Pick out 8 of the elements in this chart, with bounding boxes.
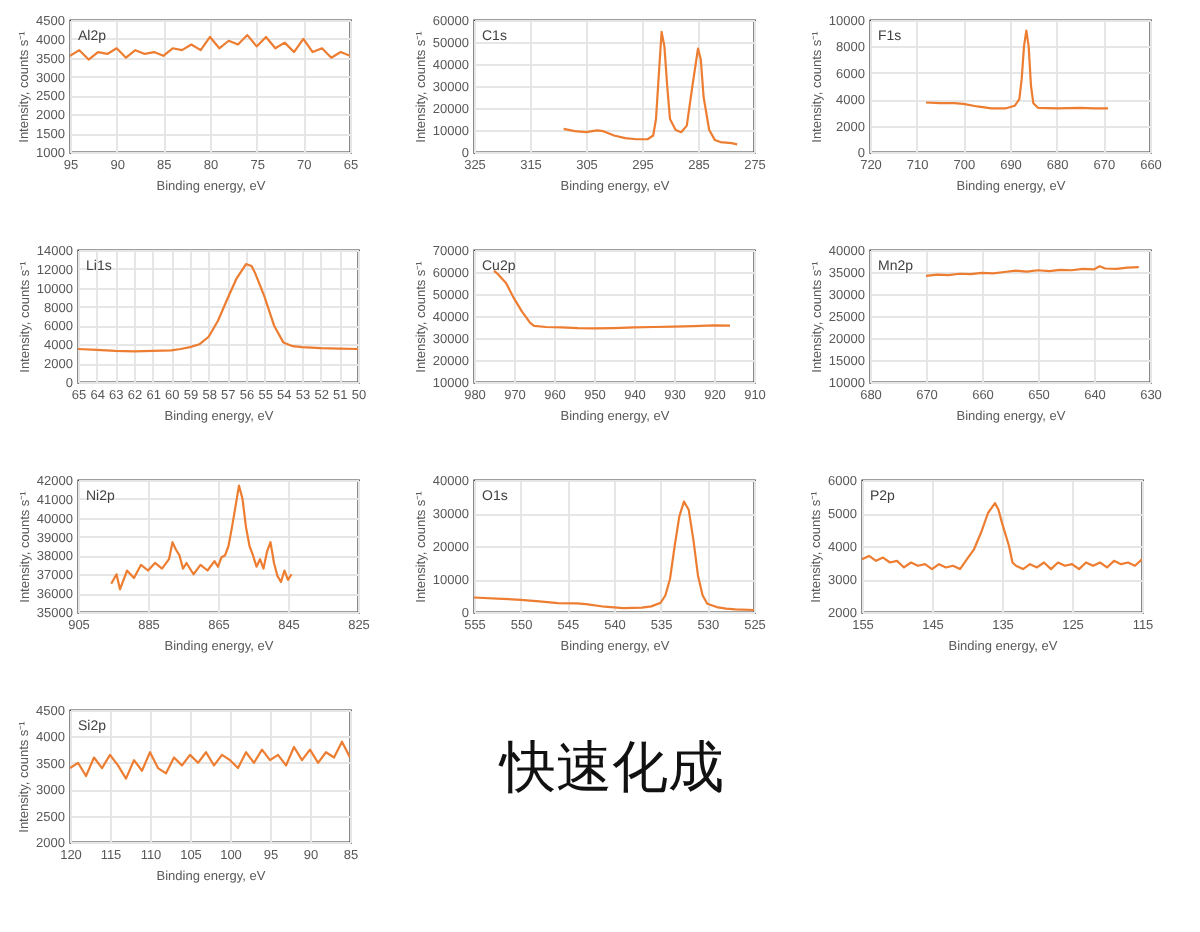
line-series <box>924 29 1110 110</box>
line-series <box>862 502 1142 571</box>
line-series <box>78 263 358 353</box>
line-series <box>70 33 350 61</box>
text: 快速化成 <box>498 734 724 800</box>
line-series <box>562 30 739 146</box>
line-series <box>492 269 732 330</box>
line-series <box>70 740 350 780</box>
